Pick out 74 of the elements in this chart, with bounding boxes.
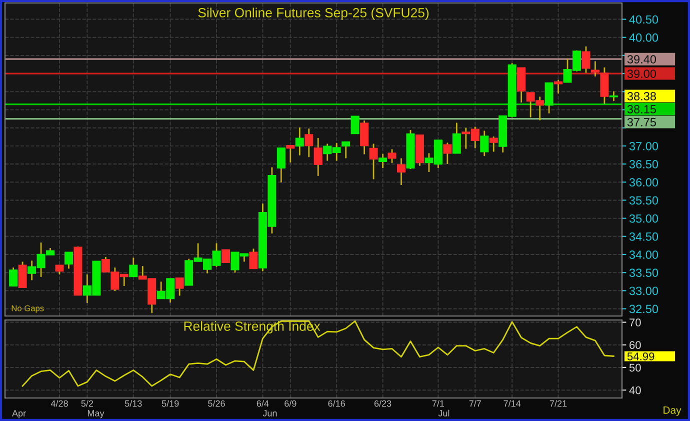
- candlestick: [175, 277, 184, 296]
- x-tick-label: 7/14: [504, 400, 521, 407]
- ref-line-label: 38.15: [627, 105, 656, 114]
- candlestick: [9, 266, 18, 288]
- text: 38.38: [627, 92, 656, 100]
- candlestick: [360, 120, 369, 155]
- y-tick-label: 35.00: [629, 214, 658, 223]
- candlestick: [342, 141, 350, 159]
- y-tick-label: 36.50: [629, 160, 658, 168]
- candlestick: [295, 126, 304, 156]
- text: May: [88, 410, 104, 418]
- text: Jun: [262, 410, 277, 416]
- x-tick-label: 6/9: [284, 400, 296, 407]
- y-tick-label: 34.00: [629, 250, 658, 259]
- y-tick-label: 40.00: [629, 33, 658, 42]
- x-tick-label: 5/19: [162, 400, 179, 407]
- candlestick: [18, 261, 27, 288]
- y-tick-label: 60: [630, 341, 641, 350]
- candlestick: [64, 252, 73, 270]
- x-tick-label: 5/13: [124, 400, 142, 407]
- candlestick: [582, 46, 590, 74]
- candlestick: [129, 257, 138, 278]
- candlestick: [350, 116, 360, 134]
- y-tick-label: 33.00: [629, 286, 658, 296]
- y-tick-label: 34.50: [629, 232, 658, 241]
- y-tick-label: 35.50: [629, 196, 658, 205]
- y-tick-label: 37.00: [629, 142, 658, 150]
- line-series: [22, 320, 614, 387]
- text: Apr: [12, 410, 26, 418]
- text: Day: [664, 406, 682, 416]
- candlestick: [517, 67, 526, 104]
- candlestick: [276, 147, 286, 184]
- y-tick-label: 36.00: [629, 178, 658, 187]
- candlestick: [443, 142, 452, 165]
- candlestick: [600, 66, 609, 104]
- chart-title: Silver Online Futures Sep-25 (SVFU25): [198, 8, 429, 20]
- x-tick-label: 5/2: [81, 400, 94, 407]
- candlestick: [314, 137, 322, 177]
- ref-line-label: 39.40: [627, 55, 656, 64]
- candlestick: [222, 249, 230, 263]
- y-tick-label: 33.50: [629, 268, 658, 277]
- candlestick: [609, 90, 618, 102]
- ref-line-label: 39.00: [627, 70, 656, 78]
- x-tick-label: 6/4: [256, 400, 269, 407]
- y-tick-label: 40: [629, 386, 641, 394]
- candlestick: [249, 248, 258, 270]
- y-tick-label: 32.50: [629, 304, 658, 314]
- x-tick-label: 7/21: [550, 400, 567, 407]
- candlestick: [480, 130, 489, 157]
- y-tick-label: 70: [630, 318, 641, 326]
- candlestick: [304, 128, 314, 158]
- x-tick-label: 6/23: [374, 400, 392, 407]
- candlestick: [286, 144, 295, 164]
- y-tick-label: 50: [629, 364, 641, 372]
- candlestick: [489, 136, 498, 152]
- y-tick-label: 40.50: [629, 15, 658, 24]
- x-tick-label: 7/7: [469, 400, 481, 407]
- candlestick: [452, 122, 461, 154]
- candlestick: [396, 158, 406, 186]
- annotation: No Gaps: [12, 305, 44, 313]
- candlestick: [544, 82, 554, 114]
- x-tick-label: 6/16: [328, 400, 345, 407]
- x-tick-label: 4/28: [50, 400, 68, 407]
- text: 54.99: [627, 352, 654, 360]
- ref-line-label: 37.75: [627, 118, 656, 126]
- candlestick: [590, 60, 600, 78]
- x-tick-label: 7/1: [432, 400, 444, 407]
- candlestick: [55, 264, 64, 276]
- candlestick: [369, 143, 378, 180]
- candlestick: [378, 153, 388, 169]
- text: Jul: [438, 410, 450, 416]
- x-tick-label: 5/26: [208, 400, 225, 407]
- candlestick: [554, 79, 563, 94]
- candlestick: [388, 148, 396, 164]
